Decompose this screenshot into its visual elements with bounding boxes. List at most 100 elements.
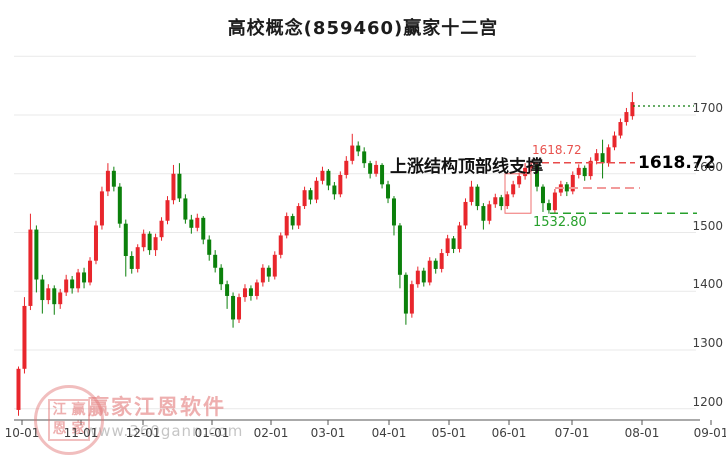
candle-body	[58, 292, 63, 305]
candle-body	[260, 267, 265, 283]
candle-body	[272, 254, 277, 277]
candle-body	[630, 102, 635, 117]
candle-body	[576, 167, 581, 175]
candle-body	[70, 279, 75, 289]
support-price-label: 1532.80	[533, 215, 587, 230]
candle-body	[82, 272, 87, 283]
candle-body	[409, 284, 414, 314]
candle-body	[129, 256, 134, 269]
candle-body	[433, 260, 438, 269]
candle-body	[338, 174, 343, 195]
candle-body	[397, 225, 402, 275]
candle-body	[141, 233, 146, 248]
candle-body	[493, 197, 498, 205]
candle-body	[588, 160, 593, 177]
y-axis-label: 1200	[692, 394, 723, 409]
resistance-price-label-bold: 1618.72	[638, 153, 716, 173]
candle-body	[225, 284, 230, 296]
watermark-brand-text: 赢家江恩软件	[88, 395, 226, 419]
candle-body	[165, 200, 170, 221]
candle-body	[117, 186, 122, 224]
y-axis-label: 1700	[692, 101, 723, 115]
candle-body	[540, 186, 545, 204]
candle-body	[415, 270, 420, 285]
candle-body	[123, 223, 128, 256]
candle-body	[344, 160, 349, 175]
candle-body	[314, 180, 319, 200]
candle-body	[88, 260, 93, 283]
candle-body	[451, 238, 456, 249]
candle-body	[505, 194, 510, 207]
resistance-price-label-small: 1618.72	[532, 143, 582, 157]
candle-body	[242, 288, 247, 298]
candle-body	[362, 151, 367, 164]
candle-body	[195, 217, 200, 228]
x-axis-label: 10-01	[4, 426, 40, 440]
watermark-url-text: www.360gann.com	[85, 422, 244, 440]
y-axis-label: 1500	[692, 218, 723, 233]
candle-body	[231, 295, 236, 320]
candle-body	[76, 272, 81, 289]
candle-body	[552, 192, 557, 211]
x-axis-label: 01-01	[194, 426, 230, 440]
seal-char: 江	[52, 402, 67, 418]
candle-body	[93, 225, 98, 261]
candle-body	[523, 167, 528, 177]
candle-body	[517, 176, 522, 185]
candle-body	[147, 233, 152, 251]
candle-body	[546, 203, 551, 211]
candle-body	[374, 164, 379, 174]
y-axis-label: 1600	[692, 159, 723, 174]
candle-body	[326, 170, 331, 186]
candle-body	[391, 198, 396, 226]
candle-body	[40, 279, 45, 301]
structure-annotation-label: 上涨结构顶部线支撑	[390, 157, 543, 177]
candle-body	[487, 204, 492, 221]
x-axis-label: 02-01	[253, 426, 289, 440]
x-axis-label: 05-01	[431, 426, 467, 440]
candle-body	[213, 254, 218, 268]
candle-body	[135, 247, 140, 269]
seal-char: 家	[71, 421, 86, 437]
candle-body	[46, 288, 51, 301]
candle-body	[380, 164, 385, 185]
x-axis-label: 09-01	[693, 426, 726, 440]
candle-body	[308, 190, 313, 200]
candle-body	[111, 170, 116, 187]
watermark-seal-characters: 江赢恩家	[48, 399, 90, 441]
candle-body	[570, 174, 575, 192]
candle-body	[511, 184, 516, 195]
candle-body	[177, 173, 182, 199]
candle-body	[499, 197, 504, 207]
candle-body	[427, 260, 432, 283]
x-axis-label: 04-01	[371, 426, 407, 440]
x-axis-label: 12-01	[125, 426, 161, 440]
candle-body	[219, 267, 224, 285]
x-axis-label: 06-01	[491, 426, 527, 440]
candle-body	[463, 201, 468, 226]
candle-body	[183, 198, 188, 220]
candle-body	[356, 145, 361, 152]
candle-body	[535, 164, 540, 187]
candle-body	[302, 190, 307, 207]
candle-body	[201, 217, 206, 240]
candle-body	[439, 253, 444, 269]
y-axis-label: 1400	[692, 277, 723, 292]
candle-body	[469, 186, 474, 202]
candle-body	[582, 167, 587, 177]
x-axis-label: 11-01	[63, 426, 99, 440]
seal-char: 赢	[71, 402, 86, 418]
candle-body	[386, 184, 391, 199]
candle-body	[600, 153, 605, 164]
candle-body	[28, 229, 33, 306]
structure-box	[504, 173, 532, 214]
candle-body	[266, 267, 271, 277]
candle-body	[332, 185, 337, 195]
candle-body	[52, 288, 57, 305]
candle-body	[445, 238, 450, 254]
candle-body	[475, 186, 480, 207]
candle-body	[99, 191, 104, 226]
candle-body	[207, 239, 212, 255]
candle-body	[612, 135, 617, 148]
candle-body	[457, 225, 462, 249]
